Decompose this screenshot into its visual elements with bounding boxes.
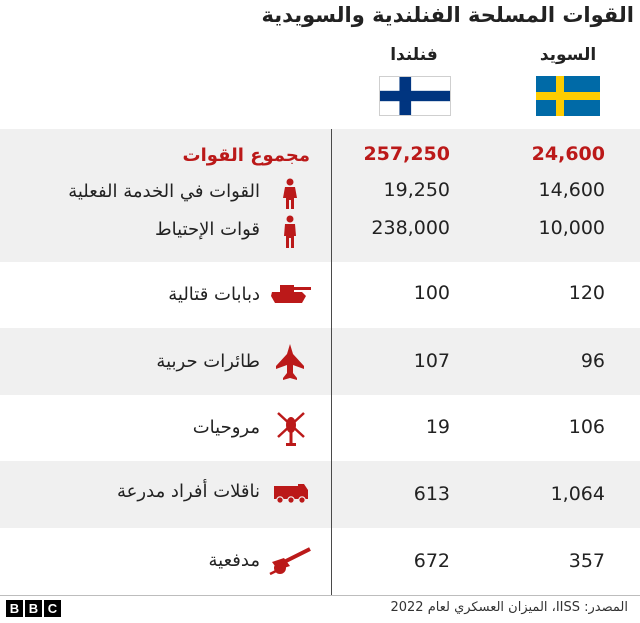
- sweden-value-reserve: 10,000: [538, 217, 605, 239]
- row-label-tanks: دبابات قتالية: [168, 284, 260, 305]
- armored-carrier-icon: [274, 484, 308, 504]
- sweden-value-carriers: 1,064: [550, 483, 605, 505]
- row-label-carriers: ناقلات أفراد مدرعة: [117, 481, 260, 502]
- artillery-icon: [269, 547, 311, 576]
- chart-title: القوات المسلحة الفنلندية والسويدية: [261, 3, 634, 27]
- soldier-icon: [283, 178, 297, 209]
- logo-letter: C: [44, 600, 61, 617]
- band-carriers: [0, 461, 640, 528]
- band-jets: [0, 328, 640, 395]
- helicopter-icon: [277, 412, 305, 446]
- column-header-sweden: السويد: [539, 45, 597, 65]
- row-label-active: القوات في الخدمة الفعلية: [68, 181, 260, 202]
- finland-flag-icon: [379, 76, 451, 116]
- row-label-reserve: قوات الإحتياط: [155, 219, 260, 240]
- sweden-value-total: 24,600: [531, 143, 605, 165]
- finland-value-total: 257,250: [363, 143, 450, 165]
- bbc-logo: B B C: [6, 600, 61, 617]
- sweden-value-artillery: 357: [568, 550, 605, 572]
- soldier-icon: [284, 215, 296, 248]
- band-artillery: [0, 528, 640, 595]
- logo-letter: B: [6, 600, 23, 617]
- row-label-helicopters: مروحيات: [192, 417, 260, 438]
- finland-value-carriers: 613: [413, 483, 450, 505]
- column-divider: [331, 129, 332, 595]
- fighter-jet-icon: [276, 344, 304, 380]
- sweden-value-tanks: 120: [568, 282, 605, 304]
- finland-value-active: 19,250: [383, 179, 450, 201]
- sweden-value-active: 14,600: [538, 179, 605, 201]
- tank-icon: [271, 285, 311, 303]
- finland-value-reserve: 238,000: [371, 217, 450, 239]
- finland-value-artillery: 672: [413, 550, 450, 572]
- band-helicopters: [0, 395, 640, 461]
- row-label-jets: طائرات حربية: [156, 351, 260, 372]
- band-tanks: [0, 262, 640, 328]
- band-totals: [0, 129, 640, 262]
- row-label-artillery: مدفعية: [208, 550, 260, 571]
- source-note: المصدر: IISS، الميزان العسكري لعام 2022: [390, 600, 628, 615]
- sweden-value-helicopters: 106: [568, 416, 605, 438]
- logo-letter: B: [25, 600, 42, 617]
- row-label-total: مجموع القوات: [182, 145, 310, 166]
- sweden-flag-icon: [536, 76, 600, 116]
- finland-value-helicopters: 19: [425, 416, 450, 438]
- bottom-rule: [0, 595, 640, 596]
- finland-value-jets: 107: [413, 350, 450, 372]
- finland-value-tanks: 100: [413, 282, 450, 304]
- column-header-finland: فنلندا: [390, 45, 438, 65]
- sweden-value-jets: 96: [580, 350, 605, 372]
